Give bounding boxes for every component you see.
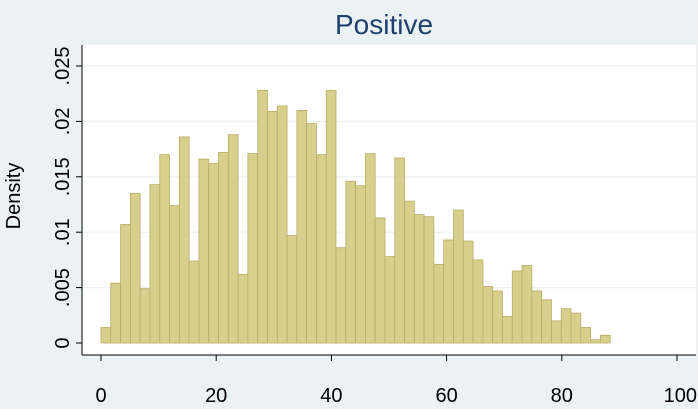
histogram-bar bbox=[443, 239, 454, 344]
histogram-bar bbox=[384, 256, 396, 344]
histogram-bar bbox=[355, 185, 366, 344]
x-tick-label: 60 bbox=[435, 385, 457, 407]
histogram-bar bbox=[286, 235, 298, 344]
x-tick-label: 80 bbox=[551, 385, 573, 407]
histogram-bar bbox=[247, 153, 259, 344]
histogram-bar bbox=[335, 247, 347, 344]
y-axis-label: Density bbox=[3, 163, 25, 230]
y-tick-label: .025 bbox=[52, 47, 74, 86]
histogram-bar bbox=[364, 153, 376, 344]
chart-title: Positive bbox=[335, 9, 433, 40]
histogram-bar bbox=[413, 214, 425, 344]
y-tick-label: .01 bbox=[52, 218, 74, 246]
histogram-bar bbox=[599, 334, 611, 344]
histogram-bar bbox=[306, 123, 317, 344]
histogram-bar bbox=[472, 259, 484, 344]
histogram-bar bbox=[208, 163, 219, 344]
histogram-bar bbox=[482, 286, 494, 344]
histogram-bar bbox=[502, 316, 513, 344]
histogram-bar bbox=[541, 299, 552, 344]
axes: 0 .005 .01 .015 .02 .025 0 20 40 60 80 100 bbox=[52, 45, 697, 407]
histogram-bar bbox=[188, 260, 200, 344]
histogram-bar bbox=[560, 308, 572, 344]
histogram-bar bbox=[237, 273, 249, 344]
histogram-bar bbox=[218, 152, 229, 344]
histogram-bar bbox=[149, 184, 161, 344]
histogram-bar bbox=[325, 89, 337, 344]
y-tick-label: 0 bbox=[52, 337, 74, 348]
histogram-bar bbox=[169, 205, 180, 344]
histogram-bar bbox=[511, 270, 523, 344]
histogram-bar bbox=[100, 327, 112, 344]
histogram-bar bbox=[276, 105, 288, 344]
x-tick-label: 40 bbox=[320, 385, 342, 407]
histogram-bar bbox=[120, 224, 131, 344]
histogram-bar bbox=[394, 157, 405, 344]
x-tick-label: 100 bbox=[664, 385, 697, 407]
histogram-bar bbox=[345, 180, 356, 344]
histogram-bar bbox=[433, 263, 445, 344]
x-tick-label: 20 bbox=[205, 385, 227, 407]
histogram-bar bbox=[570, 312, 582, 344]
histogram-bar bbox=[551, 320, 562, 344]
histogram-bar bbox=[590, 339, 601, 344]
histogram-bar bbox=[227, 134, 239, 344]
histogram-bar bbox=[257, 89, 268, 344]
histogram-bar bbox=[110, 282, 121, 344]
histogram-bar bbox=[198, 158, 210, 344]
histogram-bar bbox=[492, 290, 503, 344]
histogram-bar bbox=[159, 154, 170, 344]
bars bbox=[100, 89, 611, 344]
y-tick-label: .02 bbox=[52, 107, 74, 135]
histogram-bar bbox=[178, 136, 190, 344]
histogram-bar bbox=[404, 200, 415, 344]
histogram-bar bbox=[453, 209, 464, 344]
histogram-bar bbox=[580, 327, 591, 344]
histogram-bar bbox=[316, 154, 327, 344]
histogram-bar bbox=[521, 265, 533, 344]
y-tick-label: .005 bbox=[52, 268, 74, 307]
histogram-bar bbox=[296, 109, 308, 344]
histogram-bar bbox=[374, 217, 386, 344]
histogram-bar bbox=[423, 216, 435, 344]
histogram-bar bbox=[462, 240, 474, 344]
histogram-bar bbox=[267, 111, 278, 344]
y-tick-label: .015 bbox=[52, 157, 74, 196]
x-tick-label: 0 bbox=[95, 385, 106, 407]
histogram-bar bbox=[129, 193, 141, 344]
histogram-bar bbox=[139, 288, 151, 344]
histogram-bar bbox=[531, 290, 543, 344]
